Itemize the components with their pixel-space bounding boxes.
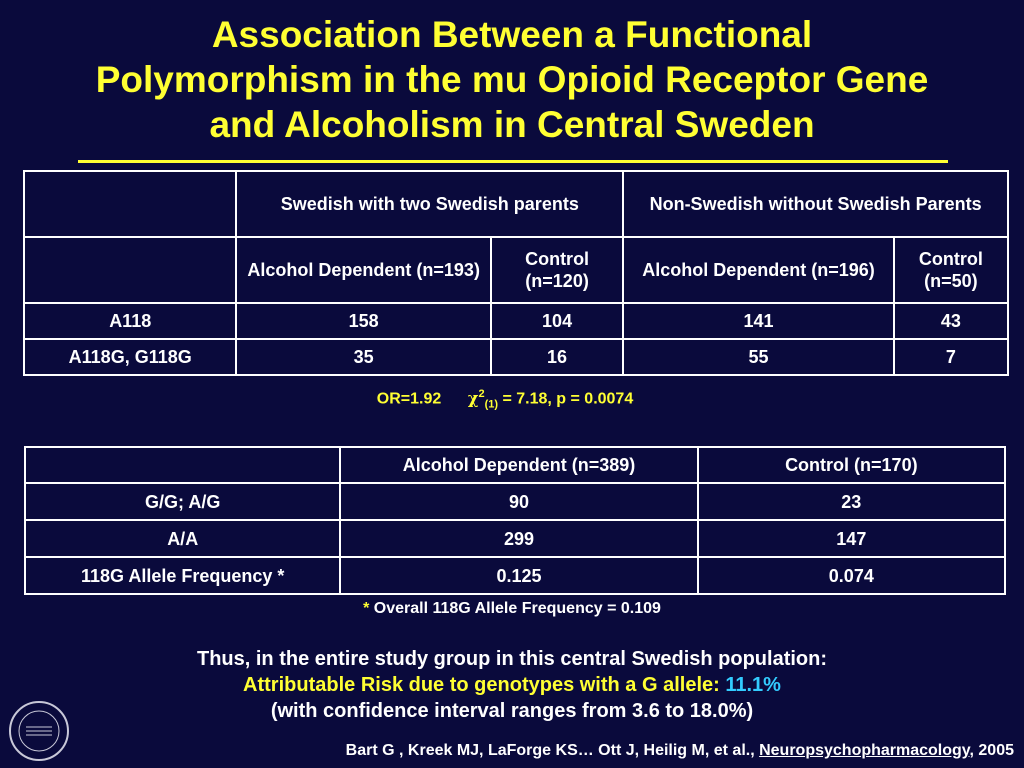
group-header: Swedish with two Swedish parents xyxy=(235,170,625,238)
table-cell: 0.125 xyxy=(339,556,699,595)
row-label: A118 xyxy=(22,302,238,340)
column-header: Alcohol Dependent (n=196) xyxy=(622,236,895,304)
column-header: Control (n=120) xyxy=(489,236,625,304)
chi-superscript: 2 xyxy=(478,388,485,400)
row-label: G/G; A/G xyxy=(23,482,342,521)
odds-ratio: OR=1.92 xyxy=(376,390,442,408)
statistics-line: OR=1.92 χ2(1) = 7.18, p = 0.0074 xyxy=(0,388,1010,411)
attributable-risk-value: 11.1% xyxy=(725,674,781,696)
title-underline xyxy=(78,160,948,163)
citation: Bart G , Kreek MJ, LaForge KS… Ott J, He… xyxy=(346,742,1014,760)
row-label: A118G, G118G xyxy=(22,338,238,376)
table-cell: 16 xyxy=(489,338,625,376)
empty-cell xyxy=(22,236,238,304)
empty-cell xyxy=(22,170,238,238)
table-cell: 35 xyxy=(235,338,492,376)
table-genotype-by-origin: Swedish with two Swedish parents Non-Swe… xyxy=(22,170,1010,376)
summary-line-1: Thus, in the entire study group in this … xyxy=(196,648,828,670)
table-row: A/A 299 147 xyxy=(23,519,1007,558)
table-cell: 141 xyxy=(622,302,895,340)
summary: Thus, in the entire study group in this … xyxy=(0,646,1024,724)
table-cell: 158 xyxy=(235,302,492,340)
footnote-star: * xyxy=(363,600,370,617)
table-cell: 55 xyxy=(622,338,895,376)
table-row: Alcohol Dependent (n=389) Control (n=170… xyxy=(23,446,1007,484)
table-allele-frequency: Alcohol Dependent (n=389) Control (n=170… xyxy=(23,446,1007,595)
footnote: * Overall 118G Allele Frequency = 0.109 xyxy=(0,600,1024,618)
row-label: 118G Allele Frequency * xyxy=(23,556,342,595)
table-row: G/G; A/G 90 23 xyxy=(23,482,1007,521)
summary-line-3: (with confidence interval ranges from 3.… xyxy=(270,700,754,722)
column-header: Control (n=170) xyxy=(696,446,1007,484)
table-cell: 23 xyxy=(696,482,1007,521)
table-cell: 147 xyxy=(696,519,1007,558)
attributable-risk-label: Attributable Risk due to genotypes with … xyxy=(243,674,726,696)
table-row: 118G Allele Frequency * 0.125 0.074 xyxy=(23,556,1007,595)
footnote-text: Overall 118G Allele Frequency = 0.109 xyxy=(369,600,661,617)
table-cell: 104 xyxy=(489,302,625,340)
table-cell: 7 xyxy=(892,338,1010,376)
chi-result: = 7.18, p = 0.0074 xyxy=(498,390,634,408)
column-header: Alcohol Dependent (n=389) xyxy=(339,446,699,484)
title-line-2: Polymorphism in the mu Opioid Receptor G… xyxy=(95,59,929,100)
table-cell: 43 xyxy=(892,302,1010,340)
column-header: Alcohol Dependent (n=193) xyxy=(235,236,492,304)
table-cell: 0.074 xyxy=(696,556,1007,595)
chi-subscript: (1) xyxy=(484,398,499,411)
table-cell: 90 xyxy=(339,482,699,521)
title-line-1: Association Between a Functional xyxy=(211,14,813,55)
slide-title: Association Between a Functional Polymor… xyxy=(0,12,1024,147)
row-label: A/A xyxy=(23,519,342,558)
citation-journal[interactable]: Neuropsychopharmacology xyxy=(759,742,970,759)
group-header: Non-Swedish without Swedish Parents xyxy=(622,170,1009,238)
citation-year: , 2005 xyxy=(969,742,1014,759)
column-header: Control (n=50) xyxy=(892,236,1010,304)
title-line-3: and Alcoholism in Central Sweden xyxy=(209,104,815,145)
citation-authors: Bart G , Kreek MJ, LaForge KS… Ott J, He… xyxy=(345,742,760,759)
university-seal-icon xyxy=(9,701,69,761)
table-row: Alcohol Dependent (n=193) Control (n=120… xyxy=(22,236,1010,304)
empty-cell xyxy=(23,446,342,484)
chi-symbol: χ xyxy=(467,388,479,408)
table-row: Swedish with two Swedish parents Non-Swe… xyxy=(22,170,1009,238)
table-row: A118 158 104 141 43 xyxy=(22,302,1010,340)
table-row: A118G, G118G 35 16 55 7 xyxy=(22,338,1010,376)
table-cell: 299 xyxy=(339,519,699,558)
